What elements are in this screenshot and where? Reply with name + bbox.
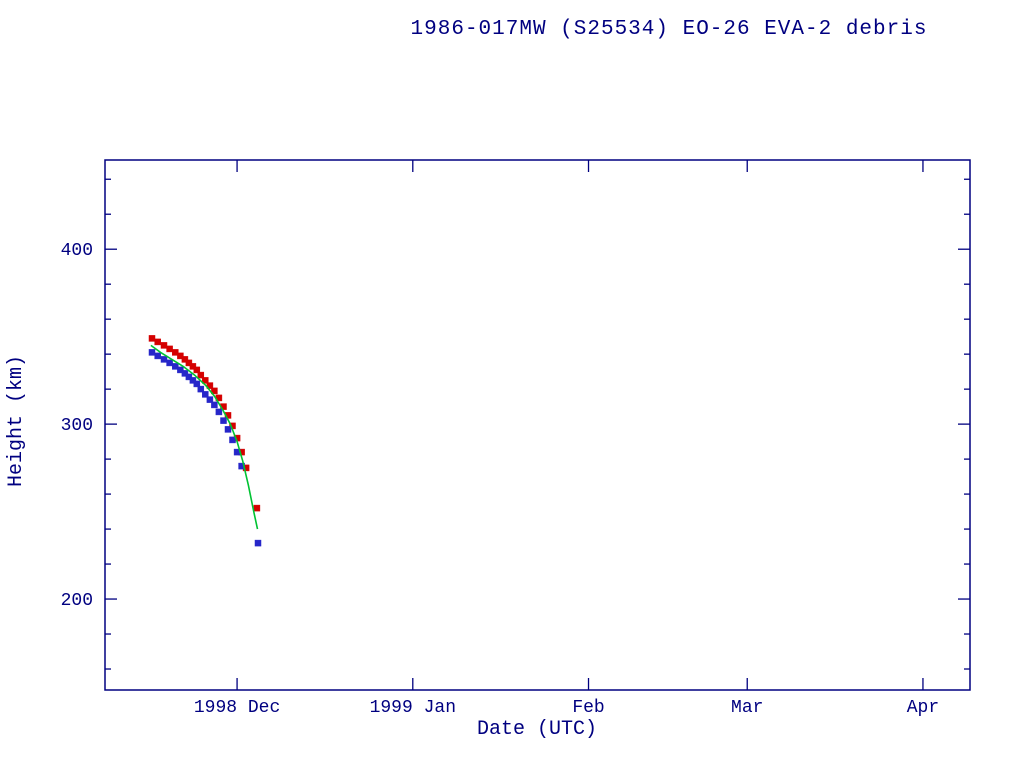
- perigee-height-point: [224, 426, 232, 433]
- perigee-height-point: [160, 356, 168, 363]
- perigee-height-points: [148, 349, 262, 547]
- perigee-height-point: [206, 396, 214, 403]
- perigee-height-point: [172, 363, 179, 370]
- perigee-height-point: [215, 408, 223, 416]
- perigee-height-point: [154, 352, 161, 360]
- apogee-height-point: [148, 335, 156, 342]
- perigee-height-point: [229, 436, 236, 444]
- apogee-height-point: [197, 371, 205, 379]
- perigee-height-point: [148, 349, 156, 356]
- apogee-height-point: [253, 504, 261, 512]
- x-axis-label: Date (UTC): [476, 718, 598, 741]
- mean-height-fit-line: [150, 344, 259, 530]
- axis-ticks: [105, 160, 970, 690]
- apogee-height-point: [185, 359, 193, 367]
- apogee-height-point: [177, 352, 184, 360]
- perigee-height-point: [189, 377, 197, 384]
- x-tick-label: Mar: [731, 698, 763, 718]
- perigee-height-point: [254, 539, 262, 547]
- y-tick-label: 200: [61, 591, 93, 611]
- x-tick-label: Apr: [907, 698, 939, 718]
- apogee-height-point: [211, 387, 218, 395]
- apogee-height-point: [189, 363, 197, 370]
- perigee-height-point: [185, 373, 193, 381]
- apogee-height-point: [154, 338, 161, 346]
- perigee-height-point: [193, 380, 201, 388]
- x-tick-label: 1998 Dec: [194, 698, 280, 718]
- apogee-height-point: [166, 345, 173, 353]
- apogee-height-point: [160, 342, 168, 349]
- apogee-height-point: [181, 356, 189, 363]
- apogee-height-point: [202, 377, 209, 384]
- perigee-height-point: [177, 366, 184, 374]
- perigee-height-point: [220, 417, 227, 424]
- chart-title: 1986-017MW (S25534) EO-26 EVA-2 debris: [410, 18, 928, 41]
- axis-frame: [104, 159, 971, 691]
- perigee-height-point: [181, 370, 189, 377]
- axis-tick-labels: 1998 Dec 1999 Jan Feb Mar Apr 200 300 400: [61, 241, 940, 718]
- x-tick-label: Feb: [572, 698, 604, 718]
- perigee-height-point: [211, 401, 218, 409]
- apogee-height-point: [172, 349, 179, 356]
- y-tick-label: 400: [61, 241, 93, 261]
- perigee-height-point: [197, 385, 205, 393]
- x-tick-label: 1999 Jan: [370, 698, 456, 718]
- perigee-height-point: [202, 391, 209, 398]
- y-tick-label: 300: [61, 416, 93, 436]
- perigee-height-point: [166, 359, 173, 367]
- apogee-height-point: [193, 366, 201, 374]
